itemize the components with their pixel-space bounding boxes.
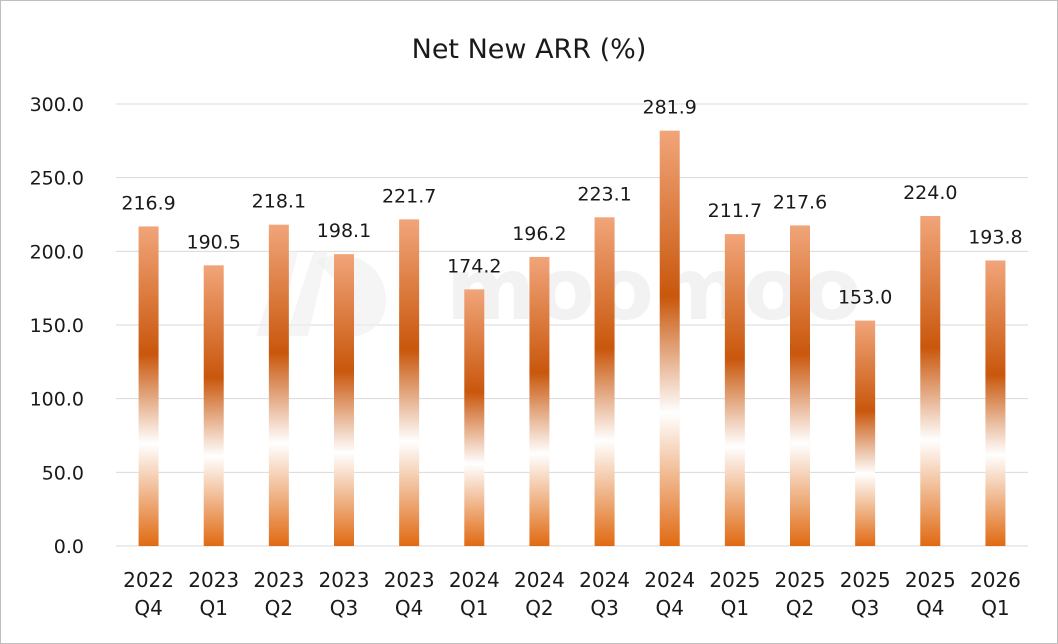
x-tick-label-year: 2025	[775, 568, 826, 592]
data-label: 198.1	[317, 220, 371, 242]
x-axis: 2022 Q4 2023 Q1 2023 Q2 2023 Q3 2023 Q4 2024 Q1 2024…	[123, 568, 1021, 620]
data-label: 174.2	[447, 255, 501, 277]
x-tick-label-year: 2025	[709, 568, 760, 592]
x-tick-label-quarter: Q2	[786, 596, 814, 620]
x-tick-label-year: 2026	[970, 568, 1021, 592]
bar	[138, 226, 159, 546]
bar	[203, 265, 224, 546]
data-labels: 216.9 190.5 218.1 198.1 221.7 174.2 196.2 223.1…	[121, 97, 1022, 309]
data-label: 196.2	[512, 223, 566, 245]
data-label: 216.9	[121, 192, 175, 214]
x-tick-label-quarter: Q2	[265, 596, 293, 620]
x-tick-label-quarter: Q4	[134, 596, 162, 620]
data-label: 218.1	[252, 191, 306, 213]
x-tick-label-year: 2024	[579, 568, 630, 592]
x-tick-label-year: 2023	[253, 568, 304, 592]
bar	[334, 254, 354, 546]
x-tick-label-year: 2024	[514, 568, 565, 592]
x-tick-label-year: 2023	[384, 568, 435, 592]
data-label: 223.1	[577, 183, 631, 205]
data-label: 221.7	[382, 185, 436, 207]
data-label: 281.9	[643, 97, 697, 119]
bar	[855, 320, 876, 546]
x-tick-label-year: 2024	[644, 568, 695, 592]
bar	[399, 219, 420, 546]
y-tick-label: 300.0	[30, 94, 84, 116]
y-tick-label: 50.0	[42, 462, 84, 484]
x-tick-label-quarter: Q4	[655, 596, 683, 620]
x-tick-label-year: 2023	[188, 568, 239, 592]
y-tick-label: 100.0	[30, 389, 84, 411]
x-tick-label-year: 2024	[449, 568, 500, 592]
bar	[724, 234, 745, 546]
y-tick-label: 0.0	[54, 536, 84, 558]
x-tick-label-year: 2025	[840, 568, 891, 592]
x-tick-label-quarter: Q2	[525, 596, 553, 620]
x-tick-label-quarter: Q3	[330, 596, 358, 620]
y-tick-label: 200.0	[30, 241, 84, 263]
y-tick-label: 250.0	[30, 168, 84, 190]
bar	[790, 225, 810, 547]
y-axis: 0.0 50.0 100.0 150.0 200.0 250.0 300.0	[30, 94, 84, 558]
data-label: 190.5	[187, 231, 241, 253]
y-tick-label: 150.0	[30, 315, 84, 337]
data-label: 217.6	[773, 191, 827, 213]
data-label: 211.7	[708, 200, 762, 222]
data-label: 153.0	[838, 287, 892, 309]
chart-title: Net New ARR (%)	[412, 34, 647, 65]
x-tick-label-quarter: Q1	[460, 596, 488, 620]
bar	[594, 217, 615, 547]
bar	[985, 260, 1006, 546]
x-tick-label-quarter: Q3	[590, 596, 618, 620]
bar	[529, 256, 550, 546]
x-tick-label-quarter: Q4	[395, 596, 423, 620]
bar	[659, 130, 680, 546]
bars	[138, 130, 1006, 547]
x-tick-label-quarter: Q1	[981, 596, 1009, 620]
data-label: 224.0	[903, 182, 957, 204]
bar	[920, 215, 941, 546]
x-tick-label-quarter: Q4	[916, 596, 944, 620]
x-tick-label-year: 2022	[123, 568, 174, 592]
x-tick-label-year: 2023	[319, 568, 370, 592]
x-tick-label-year: 2025	[905, 568, 956, 592]
bar	[268, 224, 289, 546]
x-tick-label-quarter: Q3	[851, 596, 879, 620]
x-tick-label-quarter: Q1	[199, 596, 227, 620]
x-tick-label-quarter: Q1	[721, 596, 749, 620]
bar	[464, 289, 485, 546]
data-label: 193.8	[968, 226, 1022, 248]
